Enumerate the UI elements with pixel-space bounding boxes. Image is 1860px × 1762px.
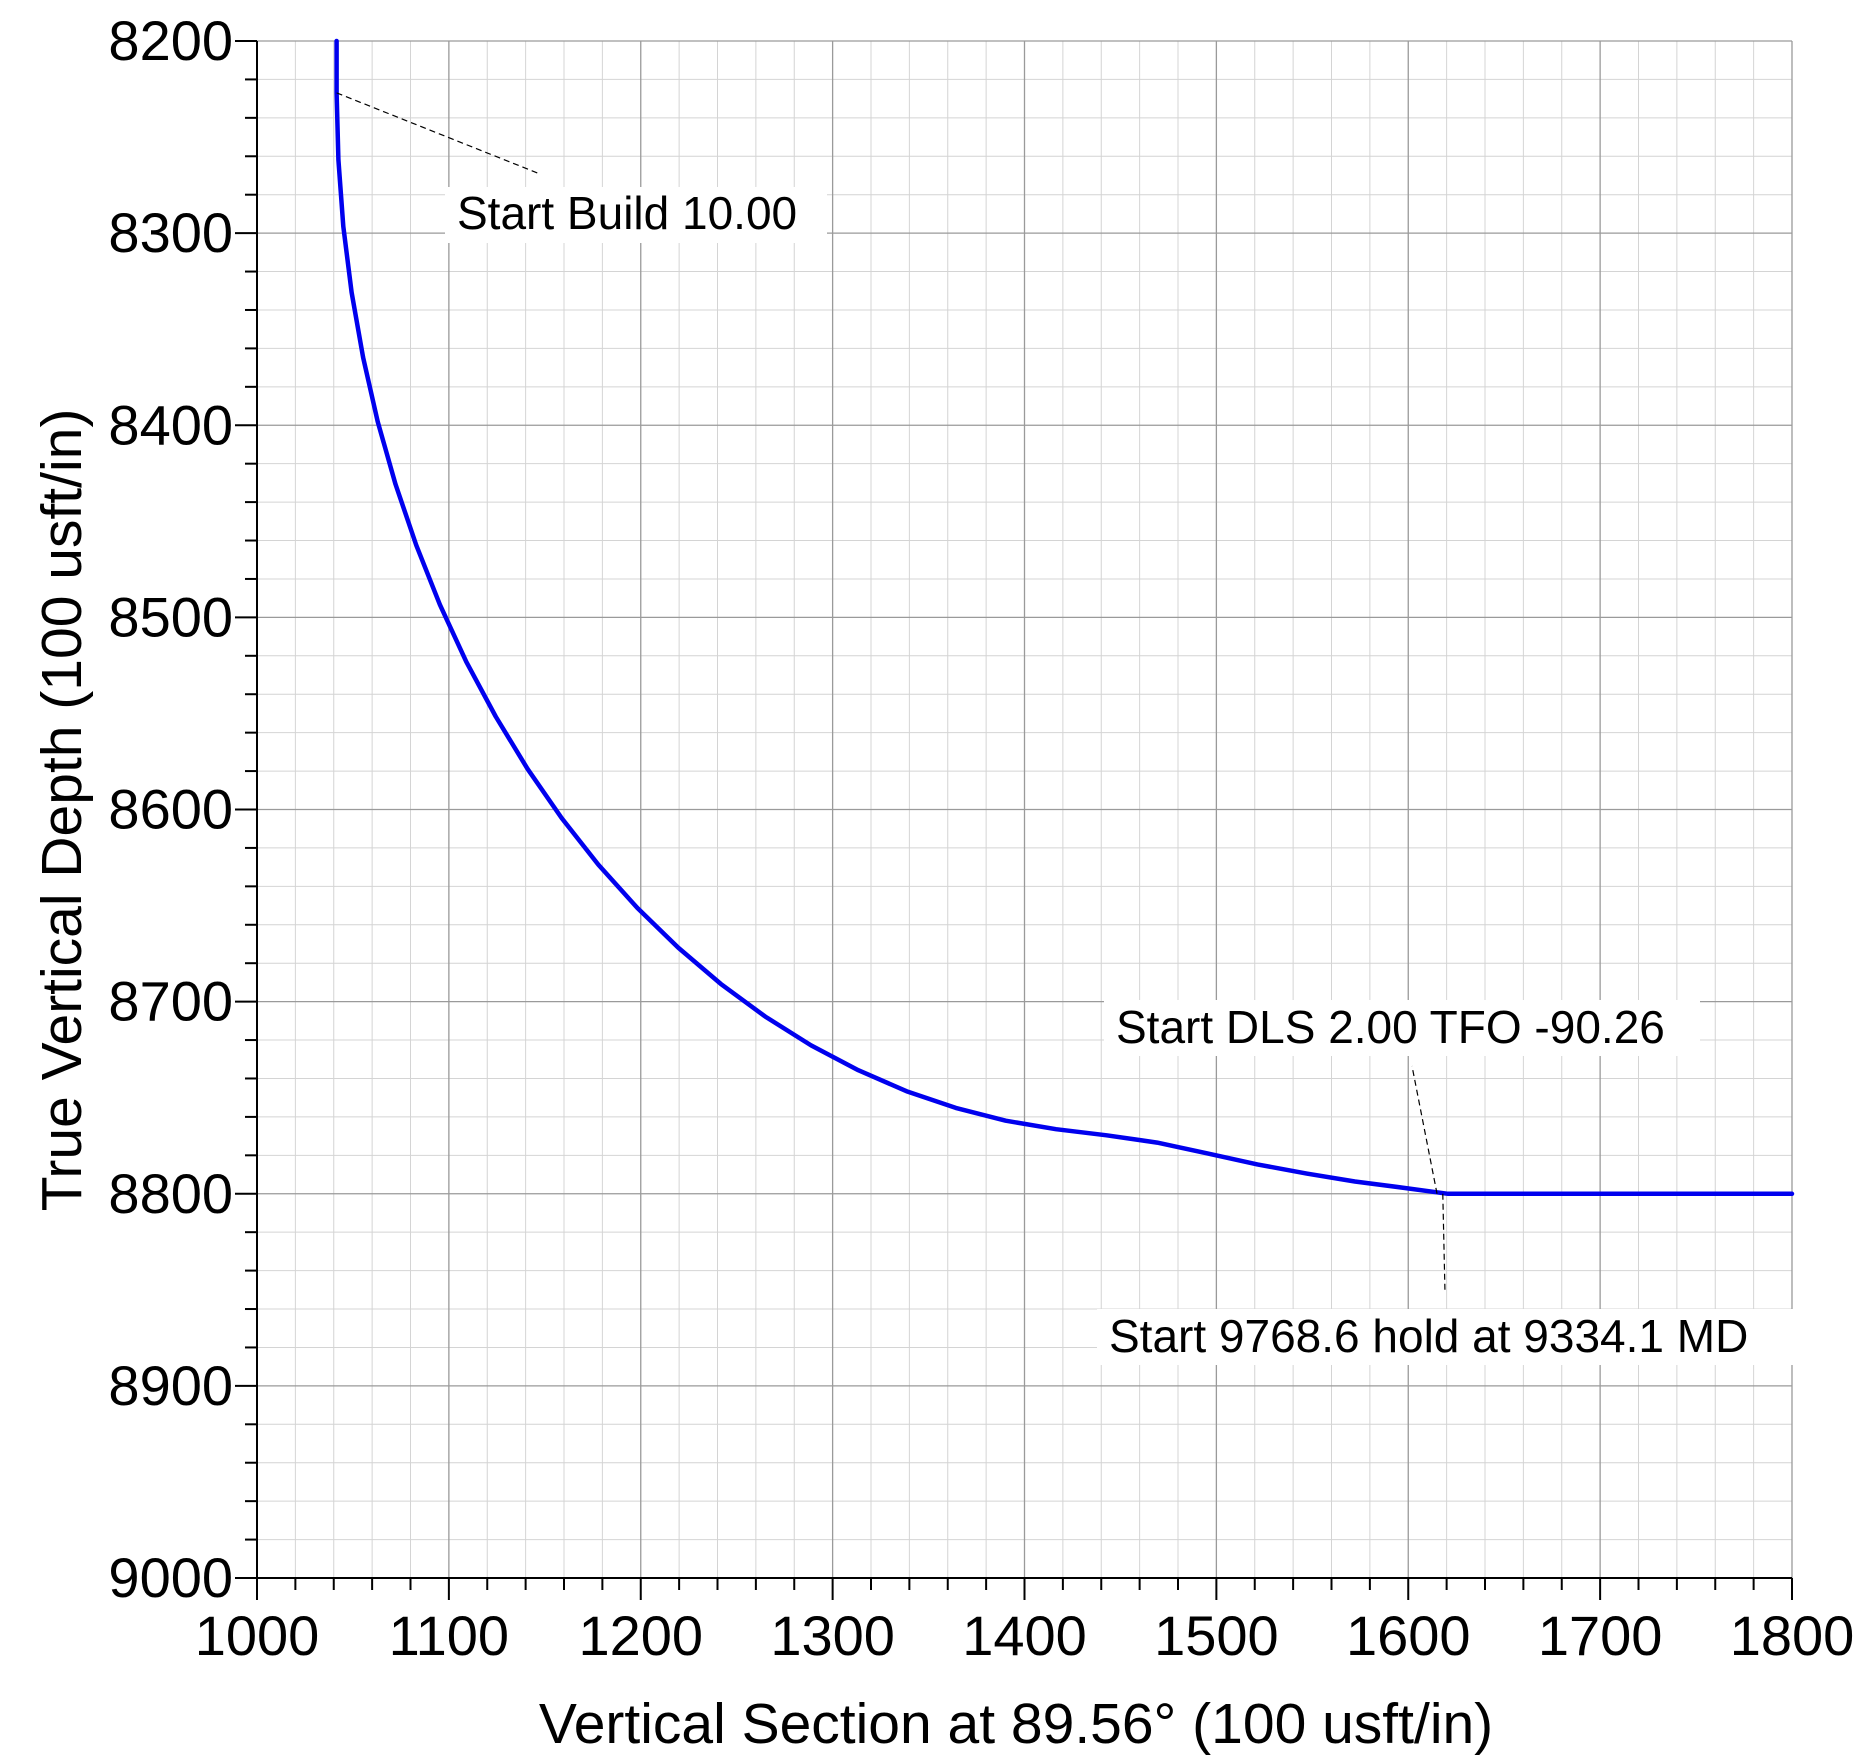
y-tick-label: 9000	[108, 1546, 233, 1609]
annotation-background	[445, 187, 827, 243]
x-tick-label: 1100	[389, 1604, 509, 1667]
x-tick-label: 1600	[1346, 1604, 1471, 1667]
tick-labels: 1000 1100 1200 1300 1400 1500 1600 1700 1800 8200…	[108, 9, 1854, 1667]
y-tick-label: 8200	[108, 9, 233, 72]
y-tick-label: 8300	[108, 201, 233, 264]
x-tick-label: 1400	[962, 1604, 1087, 1667]
annotation-leader	[1411, 1065, 1438, 1194]
y-tick-label: 8600	[108, 778, 233, 841]
y-axis-label: True Vertical Depth (100 usft/in)	[30, 409, 94, 1212]
x-axis-label: Vertical Section at 89.56° (100 usft/in)	[539, 1692, 1493, 1756]
annotation-background	[1097, 1309, 1797, 1365]
y-tick-label: 8700	[108, 970, 233, 1033]
annotations: Start Build 10.00 Start DLS 2.00 TFO -90.…	[336, 92, 1797, 1365]
annotation-leader	[336, 92, 541, 175]
annotation-label: Start Build 10.00	[457, 187, 797, 239]
x-tick-label: 1300	[770, 1604, 895, 1667]
series-layer	[334, 38, 1795, 1197]
well-trajectory-line	[334, 38, 1795, 1197]
y-tick-label: 8900	[108, 1354, 233, 1417]
annotation-label: Start DLS 2.00 TFO -90.26	[1116, 1001, 1665, 1053]
y-tick-label: 8500	[108, 585, 233, 648]
annotation-background	[1104, 1000, 1700, 1056]
annotation-label: Start 9768.6 hold at 9334.1 MD	[1109, 1310, 1748, 1362]
x-tick-label: 1000	[195, 1604, 320, 1667]
x-tick-label: 1200	[578, 1604, 703, 1667]
y-tick-label: 8800	[108, 1162, 233, 1225]
axis-ticks	[235, 40, 1793, 1600]
x-tick-label: 1700	[1538, 1604, 1663, 1667]
y-tick-label: 8400	[108, 393, 233, 456]
x-tick-label: 1800	[1730, 1604, 1855, 1667]
annotation-leader	[1442, 1193, 1446, 1294]
x-tick-label: 1500	[1154, 1604, 1279, 1667]
